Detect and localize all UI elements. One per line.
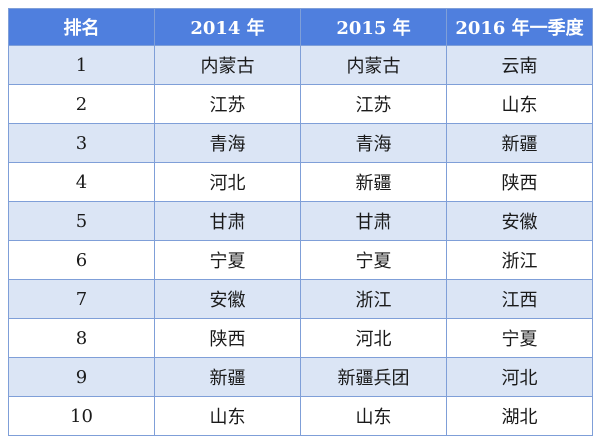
cell-rank: 2: [8, 84, 155, 124]
table-row: 7 安徽 浙江 江西: [8, 279, 593, 319]
header-2016-q1: 2016 年一季度: [446, 8, 593, 46]
header-2015: 2015 年: [300, 8, 447, 46]
table-row: 6 宁夏 宁夏 浙江: [8, 240, 593, 280]
table-header: 排名 2014 年 2015 年 2016 年一季度: [8, 8, 593, 46]
cell-2015: 内蒙古: [300, 45, 447, 85]
cell-2014: 宁夏: [154, 240, 301, 280]
cell-2016-q1: 安徽: [446, 201, 593, 241]
cell-2016-q1: 山东: [446, 84, 593, 124]
cell-2015: 甘肃: [300, 201, 447, 241]
cell-2015: 江苏: [300, 84, 447, 124]
ranking-table: 排名 2014 年 2015 年 2016 年一季度 1 内蒙古 内蒙古 云南 …: [8, 8, 593, 436]
table-body: 1 内蒙古 内蒙古 云南 2 江苏 江苏 山东 3 青海 青海 新疆 4 河北 …: [8, 45, 593, 436]
cell-2015: 青海: [300, 123, 447, 163]
header-row: 排名 2014 年 2015 年 2016 年一季度: [8, 8, 593, 46]
cell-2016-q1: 宁夏: [446, 318, 593, 358]
cell-2016-q1: 陕西: [446, 162, 593, 202]
table-row: 2 江苏 江苏 山东: [8, 84, 593, 124]
cell-rank: 6: [8, 240, 155, 280]
table-row: 3 青海 青海 新疆: [8, 123, 593, 163]
cell-2015: 新疆: [300, 162, 447, 202]
cell-rank: 3: [8, 123, 155, 163]
cell-rank: 9: [8, 357, 155, 397]
table-row: 10 山东 山东 湖北: [8, 396, 593, 436]
cell-2016-q1: 江西: [446, 279, 593, 319]
cell-2016-q1: 河北: [446, 357, 593, 397]
cell-2014: 新疆: [154, 357, 301, 397]
header-rank: 排名: [8, 8, 155, 46]
header-2014: 2014 年: [154, 8, 301, 46]
cell-2014: 内蒙古: [154, 45, 301, 85]
cell-rank: 7: [8, 279, 155, 319]
cell-2015: 河北: [300, 318, 447, 358]
cell-2015: 宁夏: [300, 240, 447, 280]
cell-2016-q1: 湖北: [446, 396, 593, 436]
cell-rank: 5: [8, 201, 155, 241]
cell-rank: 4: [8, 162, 155, 202]
cell-2014: 山东: [154, 396, 301, 436]
cell-2015: 浙江: [300, 279, 447, 319]
ranking-table-container: 排名 2014 年 2015 年 2016 年一季度 1 内蒙古 内蒙古 云南 …: [8, 8, 593, 436]
table-row: 8 陕西 河北 宁夏: [8, 318, 593, 358]
cell-2014: 甘肃: [154, 201, 301, 241]
cell-2016-q1: 新疆: [446, 123, 593, 163]
cell-2014: 陕西: [154, 318, 301, 358]
table-row: 5 甘肃 甘肃 安徽: [8, 201, 593, 241]
cell-rank: 1: [8, 45, 155, 85]
cell-2016-q1: 浙江: [446, 240, 593, 280]
cell-2014: 江苏: [154, 84, 301, 124]
table-row: 4 河北 新疆 陕西: [8, 162, 593, 202]
table-row: 9 新疆 新疆兵团 河北: [8, 357, 593, 397]
cell-2015: 山东: [300, 396, 447, 436]
table-row: 1 内蒙古 内蒙古 云南: [8, 45, 593, 85]
cell-2015: 新疆兵团: [300, 357, 447, 397]
cell-2014: 安徽: [154, 279, 301, 319]
cell-2014: 青海: [154, 123, 301, 163]
cell-2016-q1: 云南: [446, 45, 593, 85]
cell-rank: 8: [8, 318, 155, 358]
cell-2014: 河北: [154, 162, 301, 202]
cell-rank: 10: [8, 396, 155, 436]
